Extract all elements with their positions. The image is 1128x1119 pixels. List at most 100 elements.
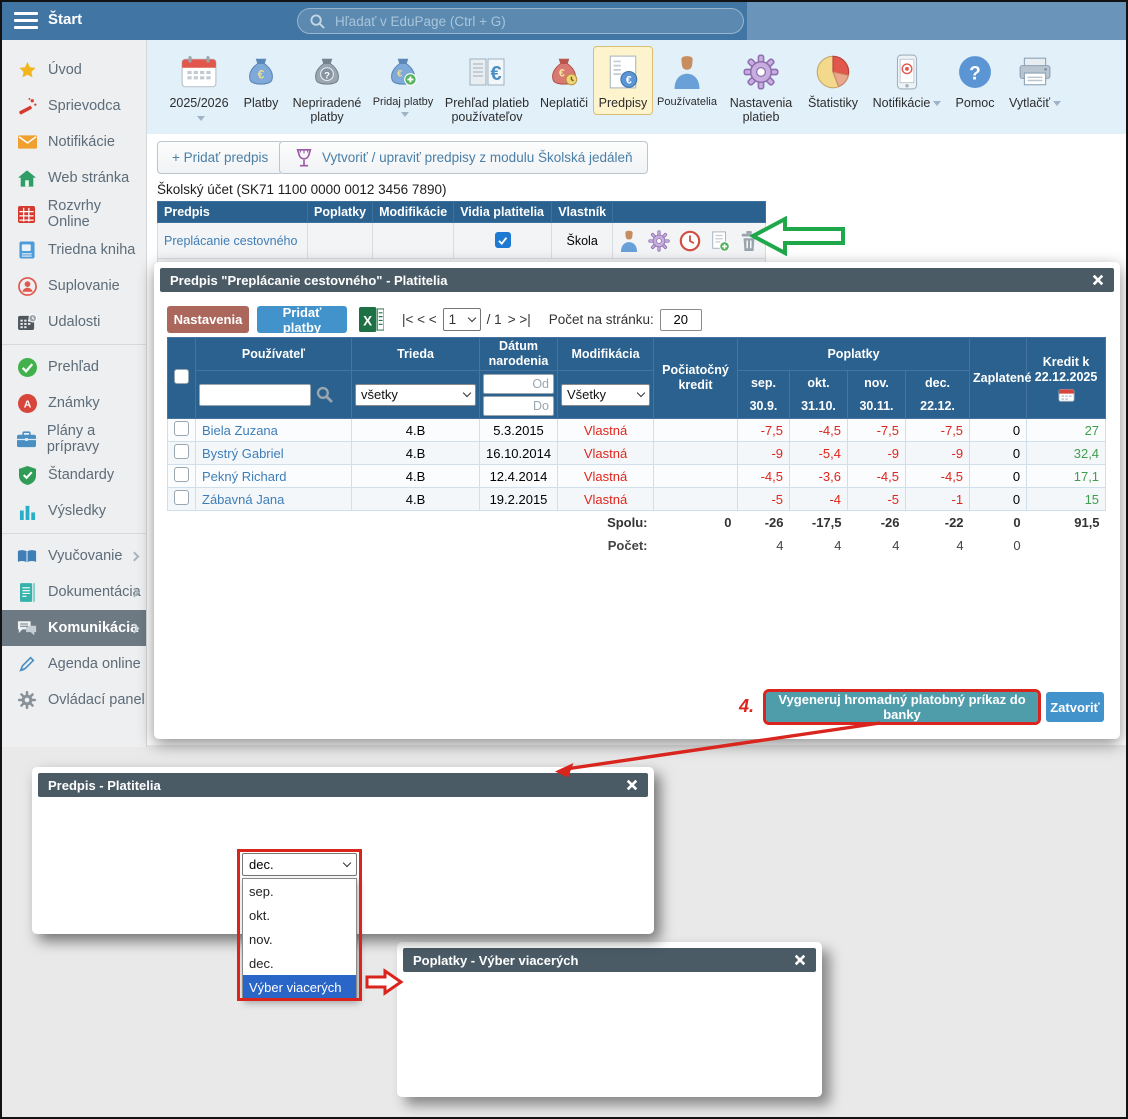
sidebar-divider bbox=[2, 533, 146, 534]
pie-chart-icon bbox=[815, 51, 851, 93]
pridat-platby-button[interactable]: Pridať platby bbox=[257, 305, 347, 335]
chevron-down-icon bbox=[467, 313, 476, 323]
search-input[interactable] bbox=[333, 12, 731, 30]
sidebar-item-rozvrhy[interactable]: Rozvrhy Online bbox=[2, 196, 146, 232]
history-clock-icon[interactable] bbox=[679, 230, 701, 252]
sidebar-item-vyucovanie[interactable]: Vyučovanie bbox=[2, 538, 146, 574]
option-okt[interactable]: okt. bbox=[249, 907, 270, 923]
toolbar-item-notifikacie[interactable]: Notifikácie bbox=[865, 46, 949, 115]
month-header-dec[interactable]: dec. 22.12. bbox=[904, 370, 971, 419]
sidebar-item-standardy[interactable]: Štandardy bbox=[2, 457, 146, 493]
toolbar-item-vytlacit[interactable]: Vytlačiť bbox=[1001, 46, 1069, 115]
predpis-row: Preplácanie cestovného Škola bbox=[157, 222, 767, 259]
toolbar-item-platby[interactable]: € Platby bbox=[235, 46, 287, 115]
birth-to-input[interactable] bbox=[483, 395, 554, 416]
close-icon[interactable] bbox=[1092, 274, 1104, 286]
sidebar-item-plany[interactable]: Plány a prípravy bbox=[2, 421, 146, 457]
col-credit: Kredit k 22.12.2025 bbox=[1026, 337, 1107, 419]
toolbar-item-pouzivatelia[interactable]: Používatelia bbox=[653, 46, 721, 114]
toolbar-item-prehlad-platieb[interactable]: € Prehľad platieb používateľov bbox=[439, 46, 535, 130]
sidebar-item-sprievodca[interactable]: Sprievodca bbox=[2, 88, 146, 124]
sidebar-item-web-stranka[interactable]: Web stránka bbox=[2, 160, 146, 196]
step-4-label: 4. bbox=[739, 696, 755, 716]
sidebar-item-dokumentacia[interactable]: Dokumentácia bbox=[2, 574, 146, 610]
toolbar-item-nastavenia-platieb[interactable]: Nastavenia platieb bbox=[721, 46, 801, 130]
global-search[interactable] bbox=[297, 8, 744, 34]
fee-month-select[interactable]: dec. bbox=[242, 853, 357, 876]
month-header-sep[interactable]: sep. 30.9. bbox=[737, 370, 790, 419]
toolbar-label: Predpisy bbox=[598, 96, 648, 110]
sidebar-item-udalosti[interactable]: Udalosti bbox=[2, 304, 146, 340]
sidebar-label: Dokumentácia bbox=[48, 584, 141, 600]
class-filter-select[interactable]: všetky bbox=[355, 383, 476, 406]
option-nov[interactable]: nov. bbox=[249, 931, 273, 947]
row-checkbox[interactable] bbox=[174, 421, 189, 436]
per-page-input[interactable] bbox=[659, 308, 702, 331]
chevron-right-icon bbox=[129, 551, 140, 561]
calendar-red-icon[interactable] bbox=[1058, 387, 1075, 402]
doc-euro-icon: € bbox=[607, 51, 639, 93]
vyber-modal-titlebar: Poplatky - Výber viacerých bbox=[403, 948, 816, 972]
toolbar-item-predpisy[interactable]: € Predpisy bbox=[593, 46, 653, 116]
settings-gear-icon[interactable] bbox=[648, 229, 670, 252]
start-menu-label[interactable]: Štart bbox=[48, 11, 83, 28]
col-poplatky: Poplatky bbox=[306, 201, 374, 223]
payer-person-icon[interactable] bbox=[619, 230, 639, 252]
payer-name-link[interactable]: Bystrý Gabriel bbox=[202, 445, 284, 461]
row-checkbox[interactable] bbox=[174, 490, 189, 505]
option-sep[interactable]: sep. bbox=[249, 883, 274, 899]
select-all-checkbox[interactable] bbox=[174, 368, 189, 384]
predpis-link[interactable]: Preplácanie cestovného bbox=[164, 233, 298, 248]
sidebar-item-vysledky[interactable]: Výsledky bbox=[2, 493, 146, 529]
sidebar-item-ovladaci-panel[interactable]: Ovládací panel bbox=[2, 682, 146, 718]
add-predpis-button[interactable]: + Pridať predpis bbox=[157, 141, 284, 174]
close-button[interactable]: Zatvoriť bbox=[1046, 692, 1104, 722]
search-icon[interactable] bbox=[316, 386, 333, 403]
modification-filter-select[interactable]: Všetky bbox=[561, 383, 650, 406]
toolbar-item-pridaj-platby[interactable]: € Pridaj platby bbox=[367, 46, 439, 126]
pagination-next-group[interactable]: > >| bbox=[507, 312, 531, 327]
payer-name-link[interactable]: Pekný Richard bbox=[202, 468, 287, 484]
month-header-nov[interactable]: nov. 30.11. bbox=[847, 370, 906, 419]
user-filter-input[interactable] bbox=[199, 383, 311, 406]
month-header-okt[interactable]: okt. 31.10. bbox=[789, 370, 848, 419]
toolbar-item-statistiky[interactable]: Štatistiky bbox=[801, 46, 865, 115]
payer-name-link[interactable]: Biela Zuzana bbox=[202, 422, 278, 438]
option-vyber-viacerych[interactable]: Výber viacerých bbox=[243, 975, 356, 999]
sidebar-item-prehlad[interactable]: Prehľad bbox=[2, 349, 146, 385]
payer-name-link[interactable]: Zábavná Jana bbox=[202, 491, 285, 507]
visible-checkbox[interactable] bbox=[494, 232, 511, 249]
sidebar-item-komunikacia[interactable]: Komunikácia bbox=[2, 610, 146, 646]
toolbar-item-pomoc[interactable]: ? Pomoc bbox=[949, 46, 1001, 115]
sidebar-label: Notifikácie bbox=[48, 134, 115, 150]
hamburger-menu-icon[interactable] bbox=[14, 12, 38, 29]
col-predpis: Predpis bbox=[157, 201, 308, 223]
row-checkbox[interactable] bbox=[174, 444, 189, 459]
close-icon[interactable] bbox=[794, 954, 806, 966]
sidebar-item-uvod[interactable]: Úvod bbox=[2, 52, 146, 88]
toolbar-item-neplatici[interactable]: € Neplatiči bbox=[535, 46, 593, 115]
jedalen-button[interactable]: Vytvoriť / upraviť predpisy z modulu Ško… bbox=[279, 141, 648, 174]
col-fees-group: Poplatky bbox=[736, 337, 971, 371]
col-actions bbox=[612, 201, 767, 223]
close-icon[interactable] bbox=[626, 779, 638, 791]
toolbar-item-school-year[interactable]: 2025/2026 bbox=[163, 46, 235, 130]
copy-document-icon[interactable] bbox=[710, 230, 730, 252]
excel-export-icon[interactable]: X bbox=[359, 307, 384, 332]
toolbar-item-nepriradene-platby[interactable]: ? Nepriradené platby bbox=[287, 46, 367, 130]
totals-label: Spolu: bbox=[557, 510, 654, 534]
option-dec[interactable]: dec. bbox=[249, 955, 274, 971]
sidebar-item-suplovanie[interactable]: Suplovanie bbox=[2, 268, 146, 304]
sidebar-item-agenda[interactable]: Agenda online bbox=[2, 646, 146, 682]
row-checkbox[interactable] bbox=[174, 467, 189, 482]
gear-purple-icon bbox=[743, 51, 779, 93]
sidebar-item-notifikacie[interactable]: Notifikácie bbox=[2, 124, 146, 160]
nastavenia-button[interactable]: Nastavenia bbox=[167, 306, 249, 333]
page-select[interactable]: 1 bbox=[442, 308, 481, 331]
generate-bank-order-button[interactable]: Vygeneruj hromadný platobný príkaz do ba… bbox=[763, 689, 1041, 725]
birth-from-input[interactable] bbox=[483, 373, 554, 394]
sidebar-item-triedna-kniha[interactable]: Triedna kniha bbox=[2, 232, 146, 268]
pagination-prev-group[interactable]: |< < < bbox=[402, 312, 437, 327]
sidebar-label: Plány a prípravy bbox=[46, 423, 100, 455]
sidebar-item-znamky[interactable]: A Známky bbox=[2, 385, 146, 421]
